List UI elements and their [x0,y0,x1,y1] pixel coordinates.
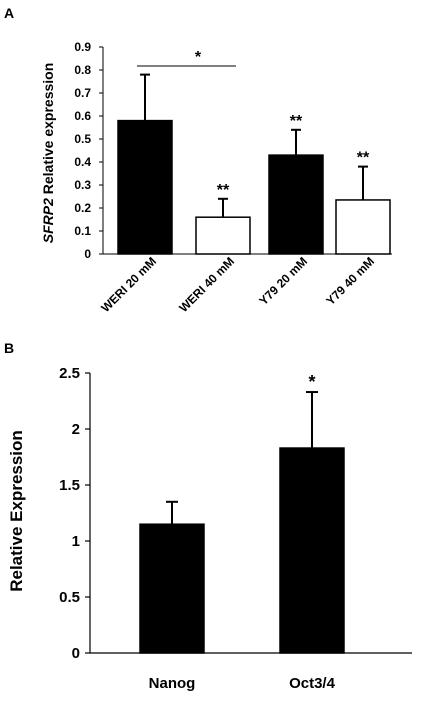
panel-a-category-label: WERI 40 mM [176,254,237,315]
panel-b-bar [279,447,345,654]
panel-b-category-label: Nanog [149,675,196,692]
panel-b: B Relative Expression 0 0.5 1 1.5 2 2.5 Nanog *… [4,340,412,692]
panel-b-y-tick-label: 1 [72,533,80,550]
panel-a-bar [117,119,173,255]
panel-a-significance-marker: ** [217,182,230,199]
panel-b-category-label: Oct3/4 [289,675,336,692]
panel-a-y-tick-label: 0.3 [74,178,91,192]
panel-a-y-axis-label-text: Relative expression [40,63,56,198]
panel-a-bracket-marker: * [195,49,202,66]
panel-a: A SFRP2 Relative expression 0 0.1 0.2 0.3 0.… [4,5,392,315]
panel-a-y-tick-label: 0 [84,247,91,261]
panel-b-y-tick-label: 2 [72,421,80,438]
panel-a-y-tick-label: 0.2 [74,201,91,215]
panel-a-y-axis-label-gene: SFRP2 [40,198,56,243]
panel-b-label: B [4,340,14,356]
panel-a-bar [335,199,391,255]
panel-b-y-tick-label: 2.5 [59,365,80,382]
panel-a-y-tick-label: 0.5 [74,132,91,146]
panel-a-y-tick-label: 0.9 [74,40,91,54]
panel-a-y-tick-label: 0.6 [74,109,91,123]
panel-a-y-tick-label: 0.4 [74,155,91,169]
panel-a-y-tick-label: 0.7 [74,86,91,100]
panel-a-y-axis-label: SFRP2 Relative expression [40,63,56,244]
panel-a-label: A [4,5,14,21]
panel-a-significance-marker: ** [357,150,370,167]
panel-a-category-label: WERI 20 mM [98,254,159,315]
panel-b-bar [139,523,205,654]
panel-b-significance-marker: * [308,372,315,392]
panel-a-bar [195,216,251,255]
panel-a-bar [268,154,324,255]
panel-b-y-tick-label: 0 [72,645,80,662]
panel-a-category-label: Y79 40 mM [323,254,377,308]
panel-b-y-axis-label: Relative Expression [7,430,26,592]
panel-b-y-tick-label: 0.5 [59,589,80,606]
panel-a-category-label: Y79 20 mM [256,254,310,308]
panel-b-y-tick-label: 1.5 [59,477,80,494]
panel-a-y-tick-label: 0.8 [74,63,91,77]
panel-a-significance-marker: ** [290,113,303,130]
panel-a-y-tick-label: 0.1 [74,224,91,238]
